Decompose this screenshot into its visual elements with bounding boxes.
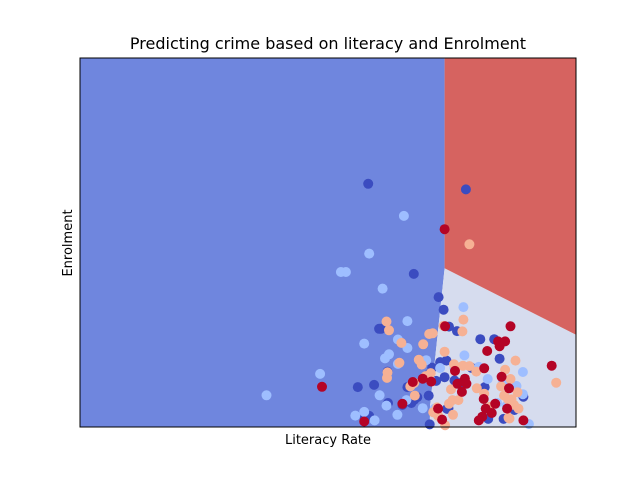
data-point-class-1 xyxy=(482,374,493,384)
data-point-class-3 xyxy=(433,403,444,414)
data-point-class-2 xyxy=(510,355,521,366)
data-point-class-2 xyxy=(457,326,468,337)
data-point-class-2 xyxy=(471,383,482,394)
data-point-class-1 xyxy=(459,350,470,361)
data-point-class-1 xyxy=(398,210,409,221)
data-point-class-0 xyxy=(441,355,452,366)
data-point-class-1 xyxy=(369,415,380,426)
data-point-class-2 xyxy=(413,354,424,365)
data-point-class-1 xyxy=(392,409,403,420)
data-point-class-0 xyxy=(439,372,450,383)
data-point-class-0 xyxy=(408,268,419,279)
data-point-class-2 xyxy=(444,398,454,409)
data-point-class-3 xyxy=(359,416,370,427)
data-point-class-3 xyxy=(546,360,557,371)
data-point-class-2 xyxy=(381,316,392,327)
data-point-class-2 xyxy=(446,384,456,395)
data-point-class-1 xyxy=(364,248,375,259)
data-point-class-3 xyxy=(473,415,484,426)
data-point-class-2 xyxy=(394,357,405,368)
data-point-class-3 xyxy=(504,383,514,394)
data-point-class-1 xyxy=(374,390,385,401)
data-point-class-1 xyxy=(377,283,388,294)
data-point-class-2 xyxy=(439,346,450,357)
data-point-class-2 xyxy=(464,239,475,250)
data-point-class-3 xyxy=(452,378,463,389)
data-point-class-0 xyxy=(494,353,505,364)
data-point-class-0 xyxy=(352,382,363,393)
data-point-class-1 xyxy=(350,410,361,421)
data-point-class-0 xyxy=(475,334,486,345)
data-point-class-2 xyxy=(464,361,475,372)
data-point-class-2 xyxy=(425,368,436,379)
data-point-class-3 xyxy=(417,373,428,384)
data-point-class-3 xyxy=(426,376,437,387)
data-point-class-2 xyxy=(471,366,482,377)
data-point-class-3 xyxy=(479,363,490,374)
data-point-class-2 xyxy=(382,372,392,383)
data-point-class-1 xyxy=(315,368,326,379)
data-point-class-2 xyxy=(424,329,435,339)
data-point-class-0 xyxy=(423,390,434,401)
scatter-points xyxy=(261,178,562,431)
data-point-class-2 xyxy=(551,377,562,388)
data-point-class-3 xyxy=(490,398,501,409)
data-point-class-3 xyxy=(456,386,467,397)
data-point-class-2 xyxy=(458,314,469,325)
data-point-class-3 xyxy=(317,381,327,392)
data-point-class-1 xyxy=(417,403,428,414)
data-point-class-0 xyxy=(424,419,435,430)
data-point-class-2 xyxy=(505,374,516,384)
data-point-class-3 xyxy=(505,321,516,332)
axes-frame xyxy=(79,57,577,428)
data-point-class-2 xyxy=(409,390,420,401)
data-point-class-1 xyxy=(435,363,446,373)
data-point-class-1 xyxy=(359,406,370,417)
data-point-class-3 xyxy=(440,321,451,332)
data-point-class-2 xyxy=(504,413,515,424)
chart-title: Predicting crime based on literacy and E… xyxy=(130,34,526,53)
data-point-class-1 xyxy=(335,267,346,277)
data-point-class-3 xyxy=(494,341,505,352)
data-point-class-3 xyxy=(518,415,529,426)
region-low xyxy=(80,58,445,427)
data-point-class-3 xyxy=(450,365,460,376)
data-point-class-1 xyxy=(384,349,394,360)
data-point-class-3 xyxy=(478,394,489,404)
data-point-class-2 xyxy=(513,403,524,414)
x-axis-label: Literacy Rate xyxy=(285,433,371,448)
data-point-class-0 xyxy=(376,323,387,334)
data-point-class-2 xyxy=(396,337,407,348)
data-point-class-0 xyxy=(433,292,444,303)
data-point-class-3 xyxy=(397,398,408,409)
data-point-class-0 xyxy=(460,184,471,195)
data-point-class-2 xyxy=(512,387,523,398)
data-point-class-3 xyxy=(437,414,448,425)
data-point-class-3 xyxy=(486,408,497,418)
data-point-class-2 xyxy=(448,409,458,420)
data-point-class-1 xyxy=(517,367,528,377)
data-point-class-1 xyxy=(359,338,370,349)
data-point-class-0 xyxy=(438,304,449,315)
data-point-class-3 xyxy=(461,378,472,389)
data-point-class-3 xyxy=(407,377,418,387)
data-point-class-3 xyxy=(439,224,450,235)
data-point-class-3 xyxy=(502,403,513,414)
data-point-class-2 xyxy=(496,381,507,392)
y-axis-label: Enrolment xyxy=(61,209,76,276)
data-point-class-3 xyxy=(482,346,493,356)
data-point-class-0 xyxy=(369,379,380,390)
data-point-class-3 xyxy=(496,371,507,382)
data-point-class-1 xyxy=(381,400,392,411)
data-point-class-2 xyxy=(418,339,429,350)
data-point-class-2 xyxy=(384,325,394,336)
data-point-class-1 xyxy=(458,302,469,313)
data-point-class-1 xyxy=(261,390,272,401)
region-high xyxy=(444,58,576,335)
data-point-class-1 xyxy=(402,316,413,327)
data-point-class-0 xyxy=(363,178,374,189)
